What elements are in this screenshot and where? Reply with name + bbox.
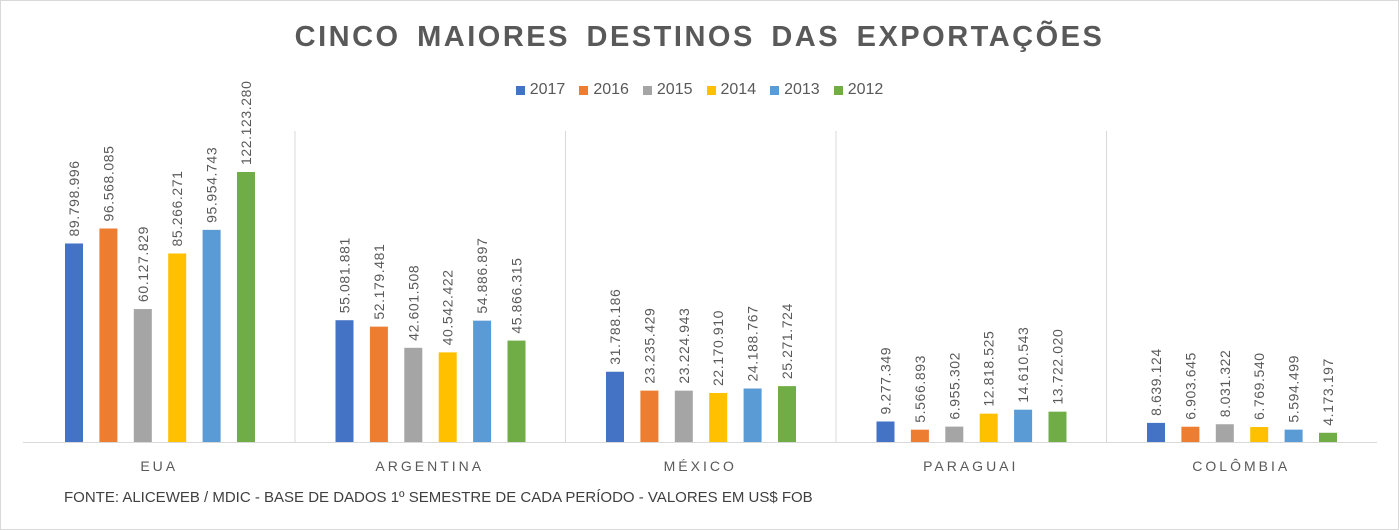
category-label-paraguai: PARAGUAI [923, 458, 1018, 474]
legend-swatch [706, 85, 716, 95]
legend-item-2014: 2014 [706, 81, 757, 99]
data-label: 60.127.829 [135, 226, 151, 302]
legend-label: 2012 [847, 81, 884, 98]
data-label: 23.235.429 [641, 308, 657, 384]
bar-méxico-2013 [743, 388, 762, 442]
bar-paraguai-2016 [910, 429, 929, 442]
bar-paraguai-2012 [1048, 411, 1067, 442]
bar-colômbia-2014 [1250, 427, 1269, 442]
category-label-eua: EUA [140, 458, 178, 474]
bar-paraguai-2017 [876, 421, 895, 442]
legend-label: 2015 [656, 81, 693, 98]
legend-label: 2013 [784, 81, 820, 98]
data-label: 95.954.743 [204, 147, 220, 223]
data-label: 8.639.124 [1148, 348, 1164, 416]
data-label: 55.081.881 [337, 237, 353, 313]
bar-colômbia-2016 [1181, 426, 1200, 442]
data-label: 24.188.767 [745, 305, 761, 381]
bar-argentina-2012 [507, 340, 526, 442]
legend-item-2016: 2016 [579, 81, 629, 99]
legend-label: 2016 [593, 81, 629, 98]
bar-colômbia-2017 [1147, 422, 1165, 442]
data-label: 9.277.349 [878, 347, 894, 415]
legend-label: 2014 [720, 81, 757, 98]
bar-argentina-2014 [438, 352, 457, 442]
chart-title: CINCO MAIORES DESTINOS DAS EXPORTAÇÕES [294, 21, 1105, 53]
bar-argentina-2016 [369, 326, 388, 442]
data-label: 52.179.481 [371, 244, 387, 320]
data-label: 6.955.302 [946, 352, 962, 420]
data-label: 6.769.540 [1251, 352, 1267, 420]
bar-méxico-2012 [778, 386, 796, 442]
bar-eua-2014 [168, 253, 187, 442]
bar-eua-2013 [202, 229, 221, 442]
data-label: 31.788.186 [607, 289, 623, 365]
legend-label: 2017 [529, 81, 566, 98]
bar-colômbia-2012 [1319, 432, 1337, 442]
bar-méxico-2014 [709, 392, 728, 442]
bar-argentina-2017 [335, 320, 354, 442]
category-label-argentina: ARGENTINA [375, 458, 484, 474]
legend-item-2015: 2015 [642, 81, 693, 99]
footnote: FONTE: ALICEWEB / MDIC - BASE DE DADOS 1… [64, 489, 813, 506]
data-label: 12.818.525 [981, 331, 997, 407]
bar-eua-2015 [133, 309, 152, 442]
bar-eua-2016 [99, 228, 118, 442]
legend-item-2013: 2013 [770, 81, 820, 99]
data-label: 4.173.197 [1320, 358, 1336, 426]
legend-item-2017: 2017 [515, 81, 566, 99]
bar-argentina-2015 [404, 347, 423, 442]
bar-argentina-2013 [473, 320, 492, 442]
data-label: 40.542.422 [440, 269, 456, 345]
data-label: 25.271.724 [779, 303, 795, 379]
category-label-méxico: MÉXICO [664, 458, 737, 474]
data-label: 5.594.499 [1286, 355, 1302, 423]
legend-swatch [515, 85, 525, 95]
data-label: 42.601.508 [405, 265, 421, 341]
bar-paraguai-2015 [945, 426, 964, 442]
data-label: 14.610.543 [1015, 327, 1031, 403]
data-label: 85.266.271 [169, 170, 185, 246]
bar-eua-2017 [65, 243, 83, 442]
data-label: 45.866.315 [509, 258, 525, 334]
bar-paraguai-2014 [979, 413, 998, 442]
bar-colômbia-2015 [1215, 424, 1234, 442]
data-label: 54.886.897 [474, 238, 490, 314]
legend-swatch [579, 85, 589, 95]
legend-item-2012: 2012 [833, 81, 884, 99]
data-label: 23.224.943 [676, 308, 692, 384]
data-label: 13.722.020 [1050, 329, 1066, 405]
bar-eua-2012 [237, 172, 255, 442]
data-label: 22.170.910 [710, 310, 726, 386]
bar-méxico-2017 [606, 371, 624, 442]
legend-swatch [642, 85, 652, 95]
bar-méxico-2016 [640, 390, 659, 442]
data-label: 5.566.893 [912, 355, 928, 423]
data-label: 6.903.645 [1182, 352, 1198, 420]
data-label: 122.123.280 [238, 81, 254, 165]
bar-colômbia-2013 [1284, 429, 1303, 442]
bar-paraguai-2013 [1014, 409, 1033, 442]
legend-swatch [770, 85, 780, 95]
bar-méxico-2015 [674, 390, 693, 442]
data-label: 89.798.996 [66, 160, 82, 236]
legend-swatch [833, 85, 843, 95]
category-label-colômbia: COLÔMBIA [1192, 458, 1290, 474]
legend: 2017 2016 2015 2014 2013 2012 [1, 81, 1398, 99]
data-label: 8.031.322 [1217, 350, 1233, 418]
data-label: 96.568.085 [100, 145, 116, 221]
